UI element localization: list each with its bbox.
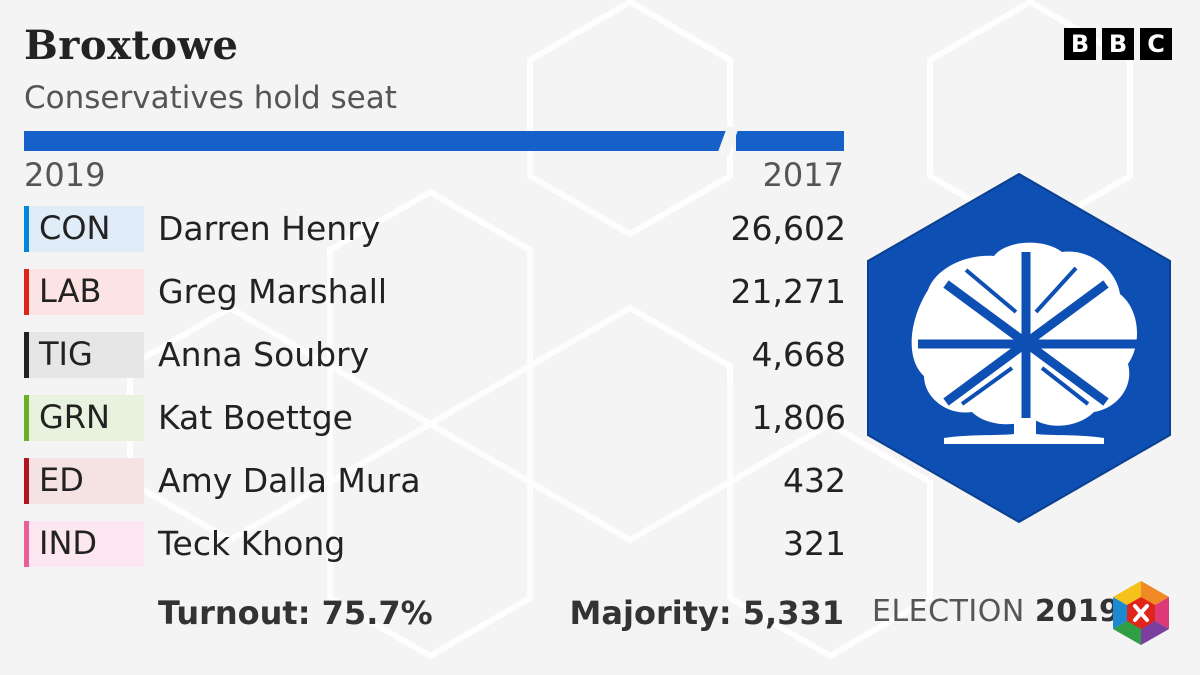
candidate-name: Kat Boettge [158,398,353,437]
party-badge: GRN [24,395,144,441]
result-row: CON Darren Henry 26,602 [24,206,846,252]
candidate-name: Darren Henry [158,209,381,248]
party-badge: CON [24,206,144,252]
party-badge: ED [24,458,144,504]
result-row: ED Amy Dalla Mura 432 [24,458,846,504]
party-badge: LAB [24,269,144,315]
bbc-logo-letter: C [1140,28,1172,60]
year-label-previous: 2017 [762,156,844,194]
candidate-name: Teck Khong [158,524,346,563]
party-bar-2017 [736,131,844,151]
election-x-icon [1113,581,1169,645]
result-row: LAB Greg Marshall 21,271 [24,269,846,315]
bbc-logo-letter: B [1064,28,1096,60]
vote-count: 26,602 [730,209,846,248]
party-code: IND [39,524,98,562]
bbc-logo: B B C [1064,28,1172,60]
election-word: ELECTION [872,594,1025,629]
vote-count: 4,668 [751,335,846,374]
election-year: 2019 [1034,594,1121,629]
party-code: GRN [39,398,110,436]
constituency-title: Broxtowe [24,22,239,69]
candidate-name: Anna Soubry [158,335,370,374]
conservative-tree-icon [867,172,1171,524]
turnout-label: Turnout: 75.7% [158,594,433,632]
election-2019-label: ELECTION 2019 [872,594,1120,629]
year-label-current: 2019 [24,156,106,194]
result-row: GRN Kat Boettge 1,806 [24,395,846,441]
vote-count: 1,806 [751,398,846,437]
party-bar-2019 [24,131,728,151]
vote-count: 432 [783,461,846,500]
result-row: IND Teck Khong 321 [24,521,846,567]
result-row: TIG Anna Soubry 4,668 [24,332,846,378]
party-badge: IND [24,521,144,567]
candidate-name: Greg Marshall [158,272,388,311]
vote-count: 21,271 [730,272,846,311]
vote-count: 321 [783,524,846,563]
candidate-name: Amy Dalla Mura [158,461,421,500]
result-subtitle: Conservatives hold seat [24,80,397,116]
bbc-logo-letter: B [1102,28,1134,60]
party-code: LAB [39,272,102,310]
party-code: TIG [39,335,93,373]
majority-label: Majority: 5,331 [569,594,844,632]
party-code: ED [39,461,84,499]
party-code: CON [39,209,111,247]
party-badge: TIG [24,332,144,378]
